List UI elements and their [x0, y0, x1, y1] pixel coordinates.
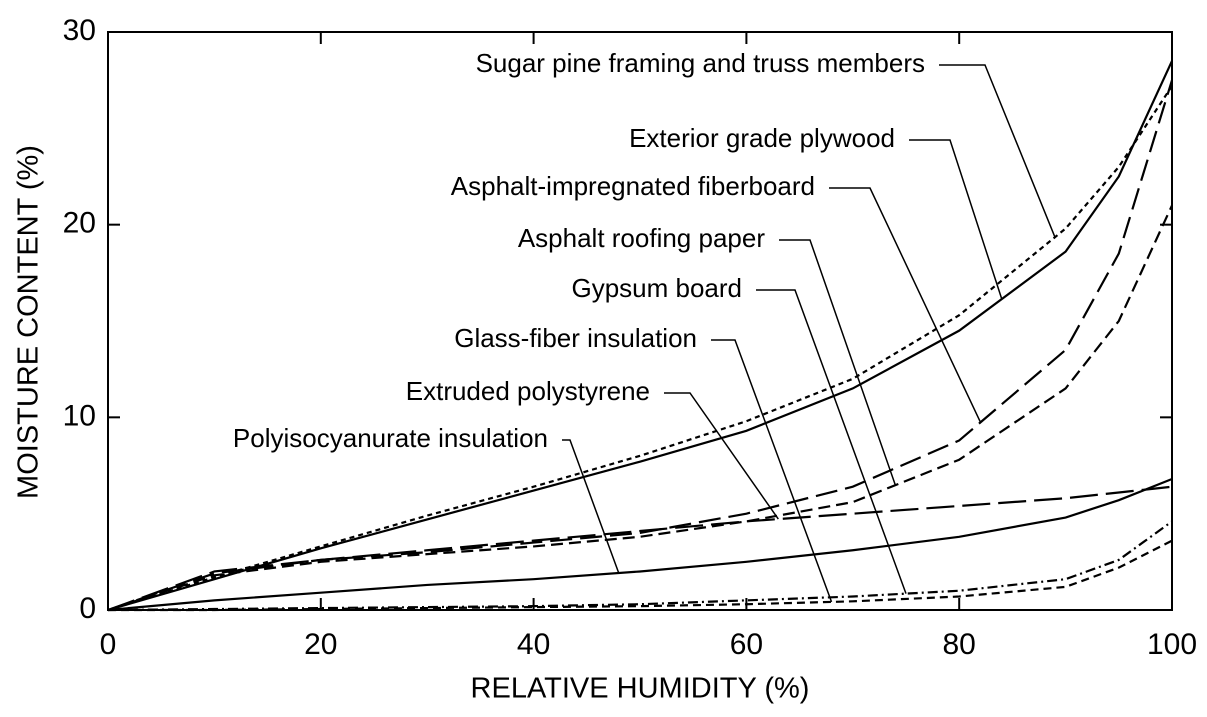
- x-tick-label: 80: [943, 628, 976, 661]
- series-label: Extruded polystyrene: [406, 376, 650, 406]
- leader-line: [829, 187, 982, 423]
- series-line: [108, 539, 1173, 612]
- x-tick-label: 40: [517, 628, 550, 661]
- leader-line: [779, 239, 897, 486]
- x-tick-label: 60: [730, 628, 763, 661]
- leader-line: [711, 339, 833, 603]
- series-line: [107, 85, 1173, 612]
- series-label: Polyisocyanurate insulation: [233, 423, 548, 453]
- series-label: Asphalt-impregnated fiberboard: [451, 171, 815, 201]
- leader-line: [562, 439, 620, 574]
- series-line: [107, 477, 1173, 612]
- series-label: Asphalt roofing paper: [518, 223, 766, 253]
- series-label: Sugar pine framing and truss members: [476, 48, 925, 78]
- x-tick-label: 100: [1147, 628, 1197, 661]
- leader-line: [939, 64, 1056, 238]
- x-tick-label: 0: [100, 628, 117, 661]
- series-label: Glass-fiber insulation: [454, 323, 697, 353]
- y-tick-label: 0: [79, 592, 96, 625]
- y-tick-label: 10: [63, 399, 96, 432]
- leader-line: [664, 392, 779, 520]
- series-label: Gypsum board: [571, 273, 742, 303]
- series-label: Exterior grade plywood: [629, 123, 895, 153]
- series-line: [107, 204, 1173, 612]
- x-tick-label: 20: [304, 628, 337, 661]
- leader-line: [756, 289, 907, 594]
- leader-line: [909, 139, 1003, 300]
- series-line: [107, 485, 1173, 612]
- plot-frame: [107, 31, 1173, 611]
- x-axis-title: RELATIVE HUMIDITY (%): [471, 673, 810, 705]
- y-tick-label: 30: [63, 14, 96, 47]
- y-tick-label: 20: [63, 207, 96, 240]
- series-line: [107, 60, 1173, 612]
- y-axis-title: MOISTURE CONTENT (%): [13, 145, 45, 499]
